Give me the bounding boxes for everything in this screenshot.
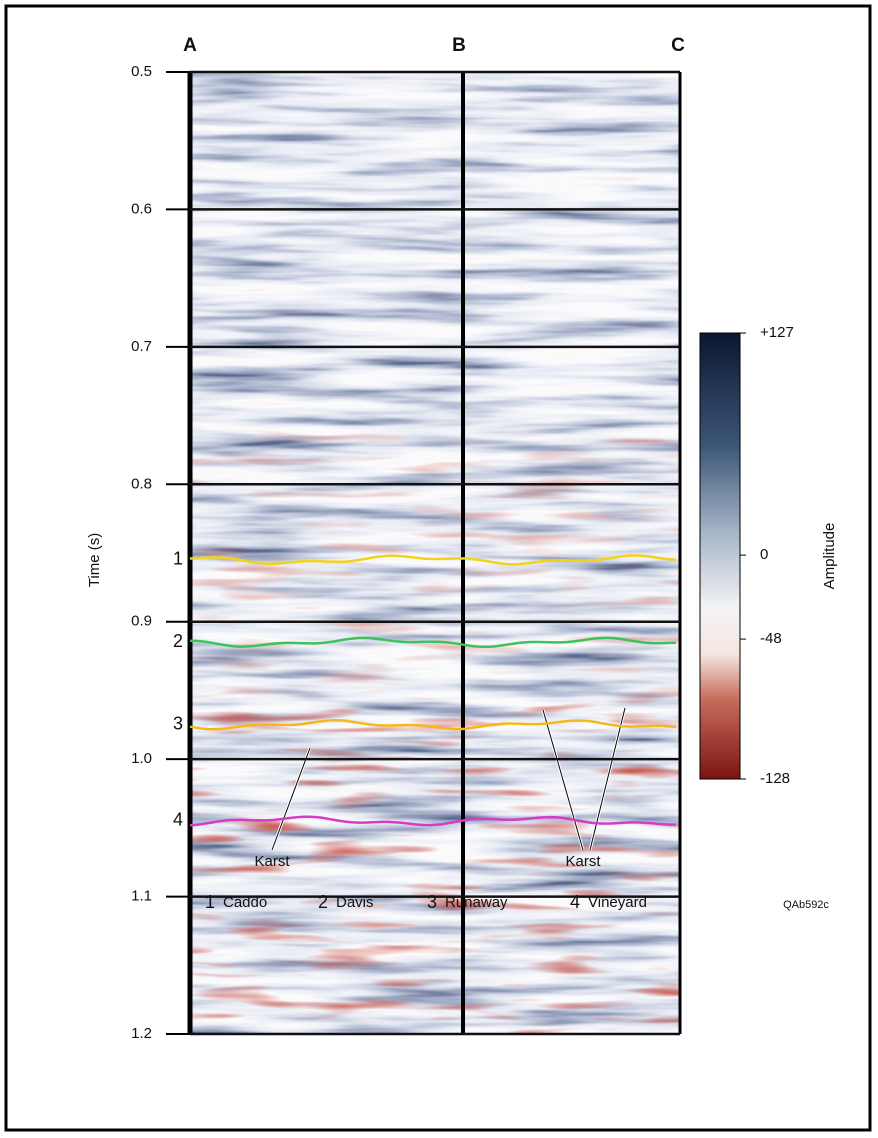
legend-number: 4 xyxy=(570,892,580,912)
annotation: Karst xyxy=(565,853,601,870)
colorbar-tick-label: 0 xyxy=(760,546,768,563)
y-tick-label: 0.5 xyxy=(131,63,152,80)
legend-name: Runaway xyxy=(445,894,508,911)
well-label: C xyxy=(671,35,685,56)
y-tick-label: 1.2 xyxy=(131,1025,152,1042)
horizon-label: 2 xyxy=(173,631,183,651)
horizon-label: 1 xyxy=(173,549,183,569)
horizon-label: 4 xyxy=(173,810,183,830)
colorbar-tick-label: -48 xyxy=(760,630,782,647)
legend-number: 1 xyxy=(205,892,215,912)
horizon xyxy=(189,815,677,827)
horizon-label: 3 xyxy=(173,714,183,734)
colorbar-label: Amplitude xyxy=(821,523,838,590)
y-tick-label: 1.1 xyxy=(131,888,152,905)
horizon xyxy=(189,719,677,731)
colorbar-tick-label: -128 xyxy=(760,770,790,787)
y-tick-label: 0.9 xyxy=(131,613,152,630)
y-tick-label: 0.7 xyxy=(131,338,152,355)
figure-code: QAb592c xyxy=(783,899,829,911)
y-tick-label: 1.0 xyxy=(131,750,152,767)
legend-name: Caddo xyxy=(223,894,267,911)
horizon xyxy=(189,636,677,649)
legend-name: Vineyard xyxy=(588,894,647,911)
annotation: Karst xyxy=(254,853,290,870)
horizon xyxy=(189,554,677,566)
y-tick-label: 0.6 xyxy=(131,200,152,217)
legend-name: Davis xyxy=(336,894,374,911)
legend-number: 3 xyxy=(427,892,437,912)
well-label: B xyxy=(452,35,466,56)
pointer xyxy=(542,707,626,851)
frame xyxy=(4,4,872,1132)
colorbar-tick-label: +127 xyxy=(760,324,794,341)
legend-number: 2 xyxy=(318,892,328,912)
colorbar xyxy=(699,332,741,780)
y-tick-label: 0.8 xyxy=(131,475,152,492)
well-label: A xyxy=(183,35,197,56)
y-axis-label: Time (s) xyxy=(86,533,103,587)
pointer xyxy=(271,747,311,851)
seismic-red xyxy=(190,700,680,1034)
seismic-red xyxy=(190,430,680,700)
section xyxy=(190,72,680,1034)
